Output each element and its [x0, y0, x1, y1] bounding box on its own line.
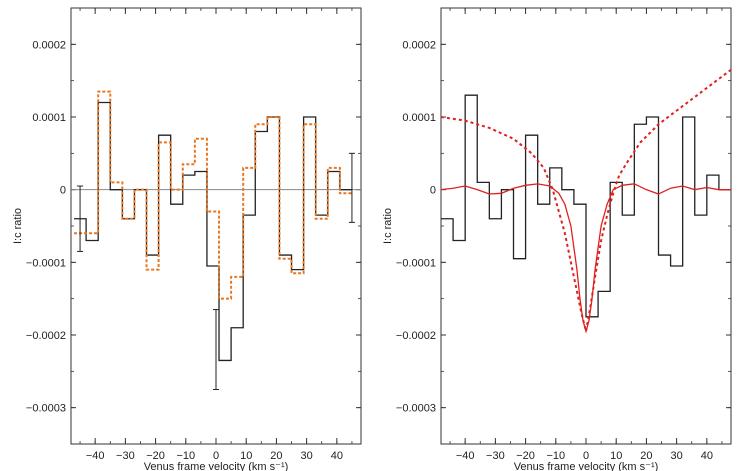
y-tick-label: 0	[430, 185, 436, 197]
y-tick-label: −0.0002	[396, 330, 436, 342]
x-tick-label: 40	[331, 450, 343, 462]
right-panel: 0.0002 0.0001 0 −0.0001 −0.0002 −0.0003 −40 −30…	[382, 7, 732, 471]
x-tick-label: 10	[240, 450, 252, 462]
y-tick-label: 0.0001	[402, 112, 436, 124]
left-panel: 0.0002 0.0001 0 −0.0001 −0.0002 −0.0003 −40 −30…	[12, 7, 362, 471]
y-tick-label: −0.0001	[26, 257, 66, 269]
series-line-step-solid	[441, 94, 731, 318]
x-tick-label: −10	[176, 450, 195, 462]
y-tick-label: −0.0002	[26, 330, 66, 342]
x-tick-label: −20	[146, 450, 165, 462]
series-line-curve-solid	[440, 183, 731, 334]
x-axis-label: Venus frame velocity (km s⁻¹)	[144, 461, 289, 471]
y-tick-label: 0.0002	[402, 39, 436, 51]
series-line-curve-dotted	[440, 68, 732, 332]
x-tick-label: 20	[640, 450, 652, 462]
x-tick-label: 30	[301, 450, 313, 462]
x-tick-label: −40	[86, 450, 105, 462]
y-axis-label: I:c ratio	[12, 208, 24, 244]
series-line-step-dotted	[74, 90, 352, 300]
y-tick-label: −0.0003	[26, 403, 66, 415]
x-tick-label: −40	[456, 450, 475, 462]
x-tick-label: 40	[701, 450, 713, 462]
y-tick-label: 0	[60, 185, 66, 197]
y-tick-label: 0.0001	[32, 112, 66, 124]
x-tick-label: 0	[213, 450, 219, 462]
x-tick-label: 20	[270, 450, 282, 462]
y-tick-label: −0.0003	[396, 403, 436, 415]
y-axis-label: I:c ratio	[382, 208, 394, 244]
series-line-step-solid	[74, 101, 352, 362]
x-tick-label: 30	[671, 450, 683, 462]
y-tick-label: −0.0001	[396, 257, 436, 269]
y-tick-label: 0.0002	[32, 39, 66, 51]
x-tick-label: −30	[116, 450, 135, 462]
x-tick-label: −20	[516, 450, 535, 462]
x-tick-label: 10	[610, 450, 622, 462]
x-tick-label: −10	[546, 450, 565, 462]
x-tick-label: −30	[486, 450, 505, 462]
x-axis-label: Venus frame velocity (km s⁻¹)	[514, 461, 659, 471]
x-tick-label: 0	[583, 450, 589, 462]
